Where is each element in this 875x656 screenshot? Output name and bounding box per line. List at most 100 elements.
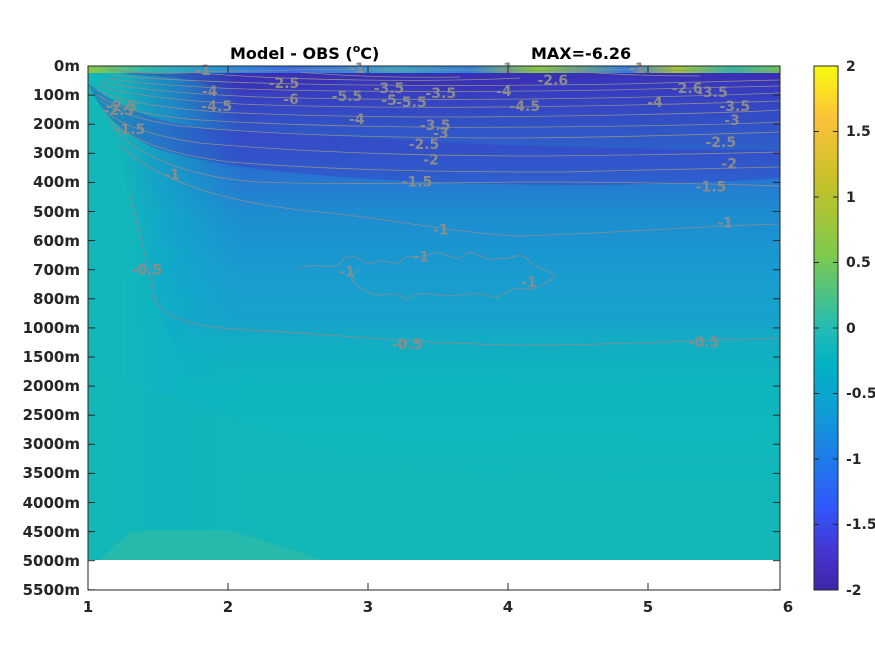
contour-label: -2.5: [409, 137, 440, 153]
contour-label: -3.5: [374, 81, 405, 97]
colorbar-tick-label: -0.5: [846, 386, 875, 402]
contour-label: -1: [433, 223, 449, 239]
contour-label: -2.5: [705, 135, 736, 151]
y-tick-label: 800m: [33, 290, 80, 308]
contour-label: -1: [629, 61, 645, 77]
contour-line: [111, 74, 780, 86]
y-tick-label: 600m: [33, 232, 80, 250]
contour-label: -1.5: [402, 174, 433, 190]
y-tick-label: 500m: [33, 203, 80, 221]
colorbar-tick-labels: 2 1.5 1 0.5 0 -0.5 -1 -1.5 -2: [846, 59, 875, 599]
contour-label: -1: [195, 63, 211, 79]
axes-frame: [87, 65, 781, 591]
x-tick-labels: 1 2 3 4 5 6: [83, 598, 793, 616]
contour-label: -1: [717, 216, 733, 232]
contour-line: [351, 267, 556, 301]
y-tick-label: 1000m: [23, 319, 80, 337]
contour-line: [299, 71, 461, 78]
colorbar-tick-label: 1: [846, 190, 856, 206]
contour-label: -2.6: [672, 81, 703, 97]
contour-labels: -1 -1 -1 -1-2.5 -2.6 -2.6-3.5 -3.5 -3.5-4 -4-4-4…: [103, 61, 750, 353]
contour-label: -2.5: [269, 76, 300, 92]
title-left-superscript: o: [353, 42, 361, 55]
contour-line: [299, 252, 556, 277]
colorbar-tick-label: 0.5: [846, 255, 871, 271]
x-tick-label: 1: [83, 598, 93, 616]
y-tick-label: 5000m: [23, 552, 80, 570]
contour-line: [96, 85, 780, 108]
y-tick-label: 4000m: [23, 494, 80, 512]
contour-line: [559, 69, 701, 77]
contour-label: -0.5: [689, 335, 720, 351]
y-tick-label: 300m: [33, 144, 80, 162]
contour-label: -3.5: [697, 85, 728, 101]
contour-label: -5.5: [332, 89, 363, 105]
contour-label: -4: [202, 84, 218, 100]
colorbar-tick-label: 1.5: [846, 124, 871, 140]
colorbar-tick-label: 2: [846, 59, 856, 75]
colorbar-tick-label: -2: [846, 583, 862, 599]
y-tick-label: 2500m: [23, 406, 80, 424]
colorbar-tick-marks: [814, 65, 838, 591]
contour-label: -5: [381, 93, 397, 109]
contour-label: -4.5: [201, 99, 232, 115]
filled-contour-field: [88, 66, 780, 560]
contour-line: [119, 144, 780, 237]
abyssal-region: [88, 370, 780, 560]
y-tick-label: 5500m: [23, 581, 80, 599]
chart-title-right: MAX=-6.26: [531, 44, 631, 63]
contour-label: -2: [423, 152, 439, 168]
contour-label: -0.5: [392, 337, 423, 353]
contour-label: -1: [339, 265, 355, 281]
y-tick-label: 200m: [33, 115, 80, 133]
y-tick-label: 100m: [33, 86, 80, 104]
y-tick-label: 3000m: [23, 435, 80, 453]
contour-label: -3.5: [420, 118, 451, 134]
contour-label: -2.5: [103, 103, 134, 119]
contour-label: -1: [164, 167, 180, 183]
y-tick-label: 0m: [54, 57, 80, 75]
contour-line: [104, 77, 780, 92]
colorbar-tick-label: -1.5: [846, 517, 875, 533]
contour-line: [99, 99, 780, 139]
contour-label: -3.5: [719, 99, 750, 115]
contour-label: -1: [413, 250, 429, 266]
chart-title-left: Model - OBS (oC): [230, 42, 379, 63]
contour-line: [129, 194, 780, 346]
contour-label: -1: [349, 61, 365, 77]
bottom-warm-patch: [100, 530, 320, 560]
x-tick-label: 5: [643, 598, 653, 616]
contour-label: -4: [647, 95, 663, 111]
contour-line: [96, 89, 780, 118]
contour-label: -1: [521, 275, 537, 291]
contour-line: [105, 115, 780, 173]
contour-label: -1.5: [115, 122, 146, 138]
x-tick-label: 6: [783, 598, 793, 616]
title-left-end: C): [360, 44, 379, 63]
title-left-main: Model - OBS (: [230, 44, 353, 63]
y-tick-label: 1500m: [23, 348, 80, 366]
contour-label: -2.5: [106, 99, 137, 115]
contour-label: -3: [433, 126, 449, 142]
contour-label: -4: [496, 84, 512, 100]
contour-label: -4: [349, 112, 365, 128]
contour-line: [189, 71, 521, 81]
contour-line: [97, 94, 780, 128]
y-tick-label: 700m: [33, 261, 80, 279]
contour-label: -2: [721, 156, 737, 172]
colorbar-tick-label: -1: [846, 452, 862, 468]
x-tick-label: 2: [223, 598, 233, 616]
contour-line: [99, 81, 780, 100]
contour-line: [109, 68, 780, 74]
contour-lines: [96, 68, 780, 346]
contour-label: -1: [497, 61, 513, 77]
y-tick-label: 3500m: [23, 464, 80, 482]
y-tick-label: 4500m: [23, 523, 80, 541]
contour-label: -4.5: [509, 99, 540, 115]
contour-label: -3.5: [425, 86, 456, 102]
contour-label: -2.6: [537, 73, 568, 89]
contour-label: -3: [724, 113, 740, 129]
y-tick-labels: 0m 100m 200m 300m 400m 500m 600m 700m 80…: [23, 57, 80, 599]
contour-label: -1.5: [696, 179, 727, 195]
